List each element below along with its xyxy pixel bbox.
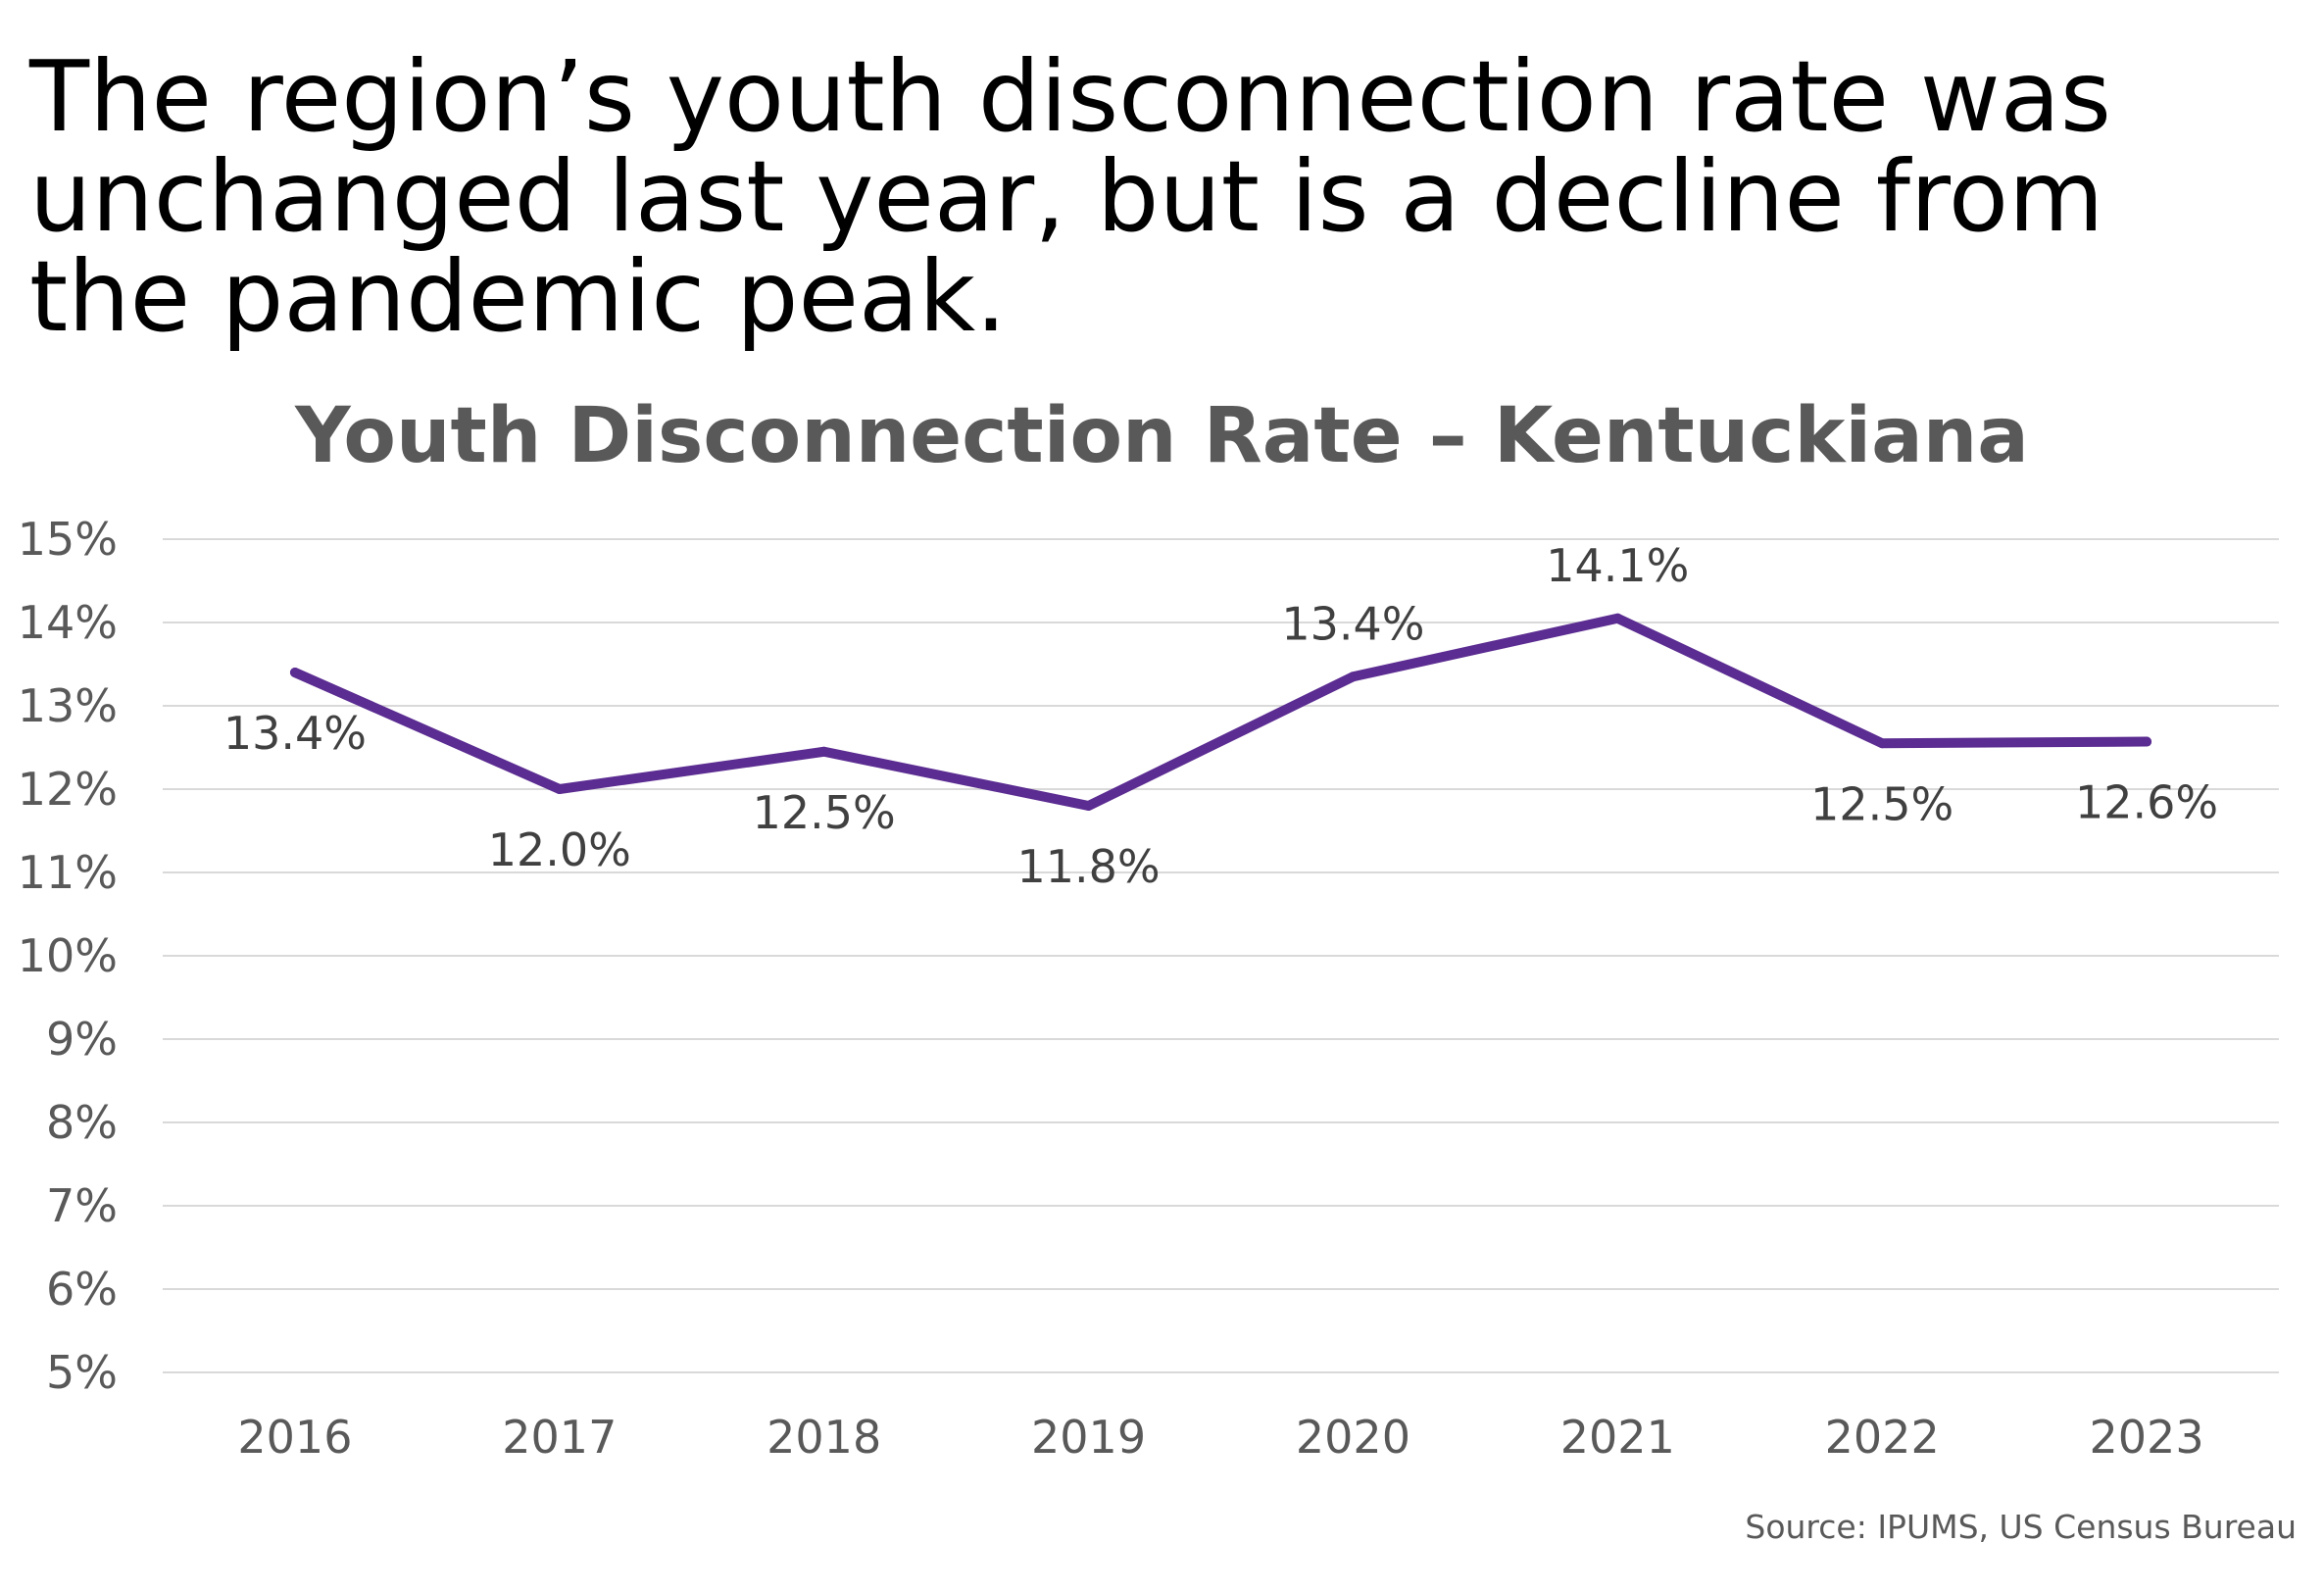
- data-point: [818, 746, 829, 757]
- data-label: 12.5%: [1810, 777, 1953, 830]
- data-point: [289, 668, 300, 677]
- data-label: 11.8%: [1016, 840, 1160, 893]
- x-tick-label: 2022: [1825, 1411, 1940, 1464]
- x-tick-label: 2021: [1560, 1411, 1675, 1464]
- y-tick-label: 7%: [46, 1179, 118, 1232]
- x-tick-label: 2018: [766, 1411, 881, 1464]
- x-tick-label: 2017: [502, 1411, 617, 1464]
- data-labels: 13.4% 12.0% 12.5% 11.8% 13.4% 14.1% 12.5% 12.6%: [223, 539, 2218, 893]
- data-label: 12.6%: [2075, 776, 2218, 829]
- y-tick-label: 14%: [18, 596, 118, 649]
- x-tick-label: 2019: [1031, 1411, 1146, 1464]
- data-point: [1083, 801, 1094, 811]
- data-point: [1612, 613, 1623, 623]
- gridlines: [163, 538, 2279, 1373]
- data-label: 13.4%: [1281, 597, 1424, 650]
- y-tick-label: 10%: [18, 929, 118, 982]
- chart-title: Youth Disconnection Rate – Kentuckiana: [295, 392, 2029, 480]
- y-tick-label: 11%: [18, 846, 118, 899]
- y-tick-label: 15%: [18, 513, 118, 566]
- series-line: [289, 613, 2152, 811]
- data-point: [1877, 738, 1888, 749]
- data-point: [1348, 672, 1359, 682]
- source-note: Source: IPUMS, US Census Bureau: [1745, 1508, 2297, 1546]
- data-point: [2142, 736, 2152, 747]
- y-tick-label: 13%: [18, 679, 118, 732]
- y-tick-label: 9%: [46, 1013, 118, 1066]
- data-label: 12.5%: [753, 786, 896, 839]
- data-point: [554, 784, 565, 794]
- headline: The region’s youth disconnection rate wa…: [29, 39, 2112, 354]
- data-label: 13.4%: [223, 707, 367, 760]
- y-tick-label: 6%: [46, 1263, 118, 1316]
- x-tick-label: 2020: [1296, 1411, 1410, 1464]
- y-tick-label: 8%: [46, 1096, 118, 1149]
- x-tick-label: 2016: [237, 1411, 352, 1464]
- y-axis: 5% 6% 7% 8% 9% 10% 11% 12% 13% 14% 15%: [18, 513, 118, 1399]
- y-tick-label: 12%: [18, 763, 118, 816]
- x-tick-label: 2023: [2090, 1411, 2204, 1464]
- data-label: 12.0%: [488, 823, 631, 876]
- x-axis: 2016 2017 2018 2019 2020 2021 2022 2023: [237, 1411, 2203, 1464]
- data-label: 14.1%: [1546, 539, 1689, 592]
- y-tick-label: 5%: [46, 1346, 118, 1399]
- series-line-path: [289, 613, 2152, 811]
